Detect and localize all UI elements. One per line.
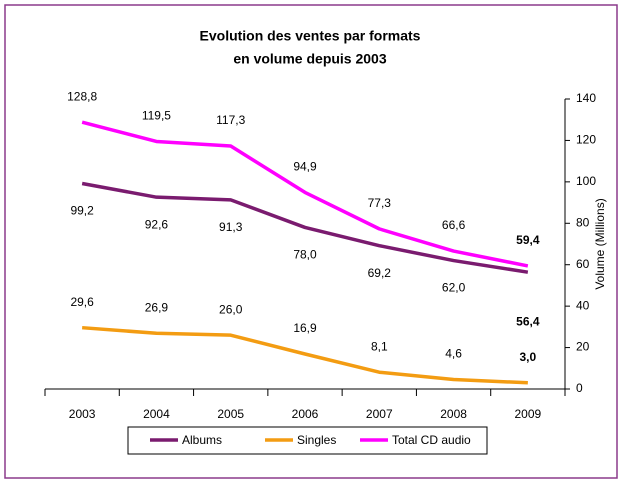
x-tick-label: 2006: [292, 407, 319, 421]
data-label: 78,0: [293, 248, 317, 262]
y-tick-label: 0: [576, 381, 583, 395]
data-label: 128,8: [67, 89, 97, 103]
x-tick-label: 2008: [440, 407, 467, 421]
series-line: [81, 181, 529, 274]
y-axis-label: Volume (Millions): [593, 198, 607, 289]
data-label: 92,6: [145, 217, 169, 231]
data-label: 26,0: [219, 302, 243, 316]
x-tick-label: 2009: [515, 407, 542, 421]
data-label: 59,4: [516, 233, 540, 247]
y-tick-label: 60: [576, 257, 590, 271]
y-tick-label: 20: [576, 340, 590, 354]
chart-title: Evolution des ventes par formats: [200, 28, 421, 44]
x-tick-label: 2004: [143, 407, 170, 421]
data-label: 66,6: [442, 218, 466, 232]
data-label: 117,3: [216, 113, 245, 127]
data-label: 16,9: [293, 321, 317, 335]
legend-box: [127, 426, 488, 455]
data-label: 62,0: [442, 281, 466, 295]
data-label: 29,6: [70, 295, 94, 309]
data-label: 8,1: [371, 339, 388, 353]
data-label: 91,3: [219, 220, 243, 234]
x-tick-label: 2005: [217, 407, 244, 421]
data-label: 94,9: [293, 160, 317, 174]
legend-label: Total CD audio: [392, 433, 471, 447]
data-label: 77,3: [368, 196, 392, 210]
y-tick-label: 140: [576, 91, 596, 105]
data-label: 69,2: [368, 266, 392, 280]
series-line: [82, 325, 528, 385]
data-label: 4,6: [445, 347, 462, 361]
y-tick-label: 100: [576, 174, 596, 188]
x-tick-label: 2007: [366, 407, 393, 421]
series-line: [81, 120, 529, 268]
data-label: 3,0: [520, 350, 537, 364]
data-label: 26,9: [145, 300, 169, 314]
x-tick-label: 2003: [69, 407, 96, 421]
chart-title: en volume depuis 2003: [233, 51, 386, 67]
y-tick-label: 120: [576, 133, 596, 147]
chart-frame: [4, 4, 618, 479]
data-label: 99,2: [70, 204, 94, 218]
y-tick-label: 40: [576, 298, 590, 312]
legend-label: Singles: [297, 433, 336, 447]
data-label: 56,4: [516, 314, 540, 328]
legend-label: Albums: [182, 433, 222, 447]
data-label: 119,5: [142, 109, 171, 123]
y-tick-label: 80: [576, 215, 590, 229]
